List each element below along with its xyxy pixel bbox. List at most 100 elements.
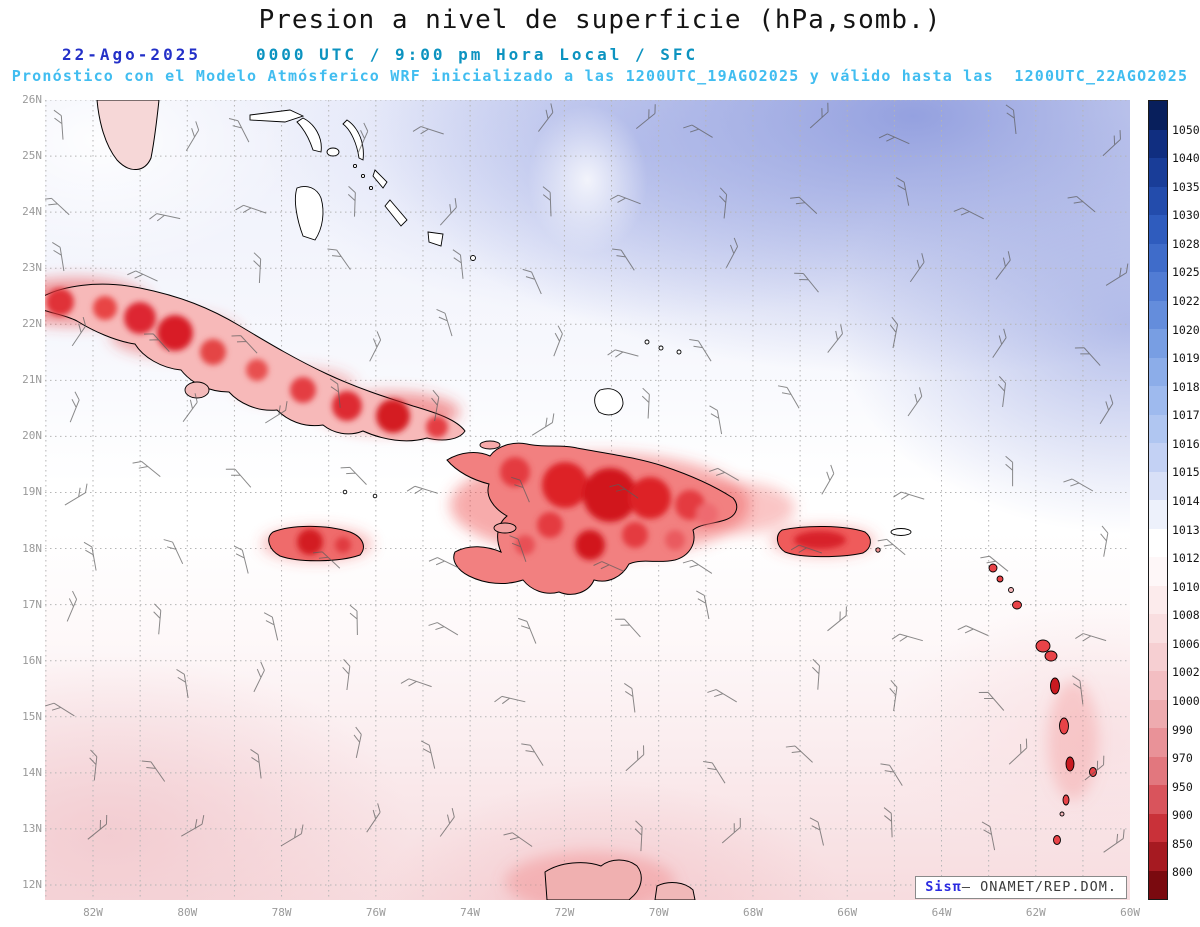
colorbar-segment — [1149, 357, 1167, 386]
south-america-coast — [544, 859, 696, 900]
colorbar-tick-label: 800 — [1172, 865, 1193, 880]
colorbar-segment — [1149, 528, 1167, 557]
colorbar-tick-label: 1010 — [1172, 579, 1200, 594]
valid-time-line: 0000 UTC / 9:00 pm Hora Local / SFC — [256, 45, 699, 64]
lat-tick-label: 17N — [22, 597, 42, 611]
credit-org: ONAMET/REP.DOM. — [980, 879, 1117, 895]
colorbar-segment — [1149, 243, 1167, 272]
colorbar-tick-label: 1000 — [1172, 694, 1200, 708]
lon-tick-label: 74W — [460, 906, 481, 919]
grid-layer — [45, 100, 1130, 900]
colorbar-segment — [1149, 642, 1167, 671]
lat-tick-label: 18N — [22, 541, 42, 555]
colorbar-tick-label: 970 — [1172, 751, 1193, 766]
colorbar-segment — [1149, 215, 1167, 244]
colorbar-segment — [1149, 585, 1167, 614]
tortuga-island — [479, 440, 501, 450]
lon-tick-label: 70W — [648, 906, 669, 919]
colorbar-tick-label: 1025 — [1172, 265, 1200, 280]
colorbar-segment — [1149, 813, 1167, 842]
sispi-logo: Sisπ — [925, 879, 962, 895]
map-canvas — [45, 100, 1130, 900]
lon-tick-label: 66W — [837, 906, 858, 919]
colorbar-segment — [1149, 300, 1167, 329]
lon-tick-label: 62W — [1025, 906, 1046, 919]
cayman-islands — [372, 493, 378, 499]
islands-layer — [45, 100, 1097, 900]
cayman-islands — [342, 489, 348, 495]
lat-tick-label: 13N — [22, 821, 42, 835]
colorbar-segment — [1149, 870, 1167, 899]
lat-tick-label: 21N — [22, 373, 42, 387]
cuba-pressure-blobs — [46, 288, 448, 438]
lat-tick-label: 22N — [22, 317, 42, 331]
lon-tick-label: 68W — [743, 906, 763, 919]
colorbar-tick-label: 1013 — [1172, 522, 1200, 537]
colorbar-segment — [1149, 414, 1167, 443]
colorbar-tick-label: 1022 — [1172, 294, 1200, 308]
lat-tick-label: 16N — [22, 653, 42, 667]
lon-tick-label: 64W — [931, 906, 952, 919]
lat-tick-label: 24N — [22, 205, 42, 219]
colorbar-segment — [1149, 101, 1167, 130]
colorbar-tick-label: 1008 — [1172, 608, 1200, 623]
lon-tick-label: 82W — [83, 906, 103, 919]
colorbar-segment — [1149, 728, 1167, 757]
lesser-antilles-islands — [988, 563, 1097, 845]
colorbar-segment — [1149, 699, 1167, 728]
lon-tick-label: 72W — [554, 906, 575, 919]
colorbar-tick-label: 1002 — [1172, 665, 1200, 680]
credit-separator: — — [961, 879, 981, 895]
colorbar-segment — [1149, 500, 1167, 529]
colorbar-segment — [1149, 471, 1167, 500]
chart-title: Presion a nivel de superficie (hPa,somb.… — [258, 5, 942, 35]
lat-tick-label: 25N — [22, 149, 42, 163]
wind-barbs-layer — [45, 102, 1129, 853]
lon-tick-label: 76W — [365, 906, 386, 919]
st-croix-island — [890, 528, 912, 536]
colorbar-segment — [1149, 272, 1167, 301]
lat-tick-label: 26N — [22, 93, 42, 106]
model-info-line: Pronóstico con el Modelo Atmósferico WRF… — [11, 67, 1189, 85]
colorbar-tick-label: 850 — [1172, 836, 1193, 851]
credit-box: Sisπ— ONAMET/REP.DOM. — [915, 876, 1127, 899]
lat-tick-label: 14N — [22, 765, 42, 779]
colorbar-tick-label: 1016 — [1172, 436, 1200, 451]
colorbar-tick-label: 950 — [1172, 779, 1193, 794]
colorbar-segment — [1149, 158, 1167, 187]
colorbar — [1148, 100, 1168, 900]
vieques-island — [875, 547, 881, 553]
colorbar-tick-label: 1012 — [1172, 551, 1200, 566]
lat-tick-label: 19N — [22, 485, 42, 499]
colorbar-segment — [1149, 614, 1167, 643]
colorbar-tick-label: 1018 — [1172, 379, 1200, 394]
colorbar-gradient — [1149, 101, 1167, 899]
colorbar-tick-label: 1030 — [1172, 208, 1200, 223]
colorbar-segment — [1149, 557, 1167, 586]
lat-tick-label: 12N — [22, 877, 42, 891]
colorbar-segment — [1149, 756, 1167, 785]
colorbar-tick-label: 1006 — [1172, 636, 1200, 651]
lon-tick-label: 60W — [1120, 906, 1141, 919]
colorbar-tick-label: 1035 — [1172, 179, 1200, 194]
florida-peninsula — [96, 100, 160, 170]
valid-date: 22-Ago-2025 — [62, 45, 201, 64]
lat-tick-label: 23N — [22, 261, 42, 275]
jamaica-pressure-blobs — [297, 529, 351, 555]
colorbar-tick-label: 1040 — [1172, 151, 1200, 166]
colorbar-tick-label: 1015 — [1172, 465, 1200, 480]
colorbar-tick-label: 990 — [1172, 722, 1193, 737]
lon-tick-label: 80W — [177, 906, 198, 919]
colorbar-segment — [1149, 186, 1167, 215]
colorbar-segment — [1149, 129, 1167, 158]
colorbar-segment — [1149, 386, 1167, 415]
pressure-map: Sisπ— ONAMET/REP.DOM. — [45, 100, 1130, 900]
colorbar-tick-label: 1028 — [1172, 236, 1200, 251]
gonave-island — [493, 522, 517, 534]
colorbar-tick-label: 1019 — [1172, 351, 1200, 366]
isla-de-la-juventud — [184, 381, 210, 399]
colorbar-segment — [1149, 329, 1167, 358]
hispaniola-pressure-blobs — [500, 457, 718, 560]
colorbar-tick-label: 1014 — [1172, 494, 1200, 508]
colorbar-segment — [1149, 443, 1167, 472]
